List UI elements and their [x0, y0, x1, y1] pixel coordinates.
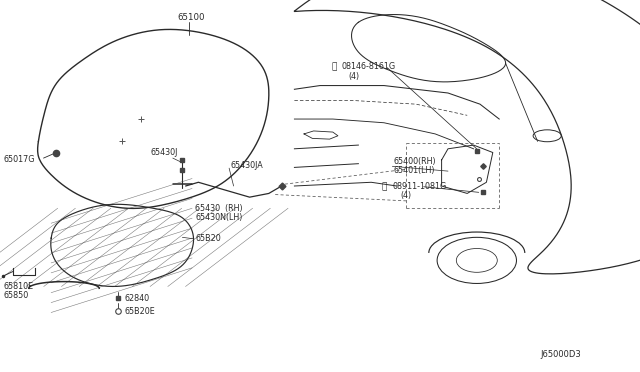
Text: Ⓝ: Ⓝ: [381, 182, 387, 191]
Text: 65401(LH): 65401(LH): [394, 166, 435, 175]
Text: 62840: 62840: [125, 294, 150, 303]
Text: 65810E: 65810E: [3, 282, 33, 291]
Text: Ⓑ: Ⓑ: [332, 62, 337, 71]
Text: 65430N(LH): 65430N(LH): [195, 213, 243, 222]
Text: 65017G: 65017G: [3, 155, 35, 164]
Text: 65850: 65850: [3, 291, 28, 300]
Text: 65B20E: 65B20E: [125, 307, 156, 316]
Text: (4): (4): [400, 191, 411, 200]
Text: 65400(RH): 65400(RH): [394, 157, 436, 166]
Text: 65100: 65100: [177, 13, 204, 22]
Text: 08146-8161G: 08146-8161G: [341, 62, 396, 71]
Text: 65430J: 65430J: [150, 148, 178, 157]
Text: 08911-1081G: 08911-1081G: [392, 182, 447, 191]
Text: (4): (4): [349, 72, 360, 81]
Text: 65430  (RH): 65430 (RH): [195, 204, 243, 213]
Text: 65430JA: 65430JA: [230, 161, 263, 170]
Text: 65B20: 65B20: [195, 234, 221, 243]
Text: J65000D3: J65000D3: [541, 350, 582, 359]
